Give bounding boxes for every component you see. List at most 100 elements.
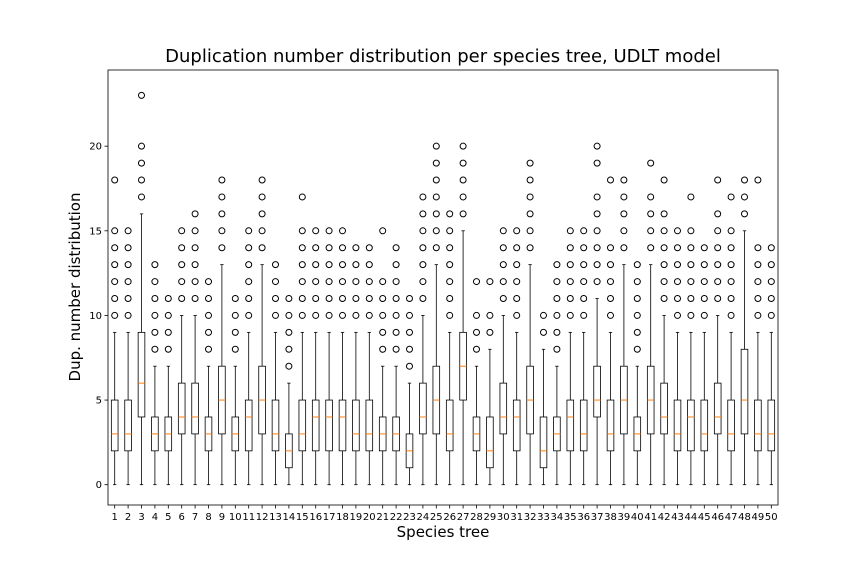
outlier-point <box>674 227 681 235</box>
outlier-point <box>714 244 722 252</box>
outlier-point <box>660 295 668 303</box>
outlier-point <box>607 278 614 286</box>
outlier-point <box>647 159 655 167</box>
box-series-29 <box>486 278 494 486</box>
iqr-box <box>767 399 776 452</box>
outlier-point <box>379 311 387 319</box>
outlier-point <box>325 244 333 252</box>
x-tick-label: 34 <box>551 512 564 523</box>
outlier-point <box>700 244 708 252</box>
outlier-point <box>392 261 400 269</box>
outlier-point <box>566 261 574 269</box>
box-series-15 <box>298 193 307 486</box>
outlier-point <box>392 345 400 353</box>
outlier-point <box>231 295 239 303</box>
outlier-point <box>379 295 387 303</box>
outlier-point <box>406 328 413 336</box>
outlier-point <box>406 362 413 370</box>
x-tick-label: 45 <box>698 512 711 523</box>
outlier-point <box>647 193 655 201</box>
iqr-box <box>512 399 521 452</box>
outlier-point <box>298 278 306 286</box>
outlier-point <box>365 311 373 319</box>
outlier-point <box>298 193 306 201</box>
outlier-point <box>164 345 172 353</box>
box-series-49 <box>754 176 762 486</box>
outlier-point <box>553 345 561 353</box>
outlier-point <box>620 210 628 218</box>
outlier-point <box>459 210 467 218</box>
outlier-point <box>258 210 266 218</box>
outlier-point <box>687 311 695 319</box>
outlier-point <box>566 278 574 286</box>
outlier-point <box>312 278 320 286</box>
box-series-16 <box>311 227 320 486</box>
outlier-point <box>365 261 373 269</box>
outlier-point <box>245 278 253 286</box>
outlier-point <box>111 261 119 269</box>
box-series-19 <box>352 244 360 486</box>
box-series-45 <box>700 244 709 486</box>
x-tick-label: 35 <box>564 512 577 523</box>
outlier-point <box>754 261 762 269</box>
iqr-box <box>499 382 508 435</box>
outlier-point <box>312 227 320 235</box>
box-series-41 <box>646 159 655 486</box>
outlier-point <box>365 295 373 303</box>
box-series-21 <box>378 227 387 486</box>
box-series-42 <box>660 176 668 486</box>
outlier-point <box>499 278 507 286</box>
x-tick-label: 19 <box>350 512 363 523</box>
x-tick-label: 42 <box>658 512 671 523</box>
box-series-46 <box>713 176 722 486</box>
iqr-box <box>338 399 347 452</box>
iqr-box <box>754 399 762 452</box>
outlier-point <box>124 244 132 252</box>
x-tick-label: 13 <box>269 512 282 523</box>
outlier-point <box>459 142 467 150</box>
box-series-27 <box>459 142 467 486</box>
outlier-point <box>674 261 681 269</box>
y-axis-label: Dup. number distribution <box>66 193 84 382</box>
iqr-box <box>110 399 119 452</box>
box-series-30 <box>499 227 508 486</box>
box-series-43 <box>673 227 682 486</box>
x-tick-label: 14 <box>283 512 296 523</box>
outlier-point <box>741 193 748 201</box>
iqr-box <box>713 382 722 435</box>
iqr-box <box>177 382 186 435</box>
outlier-point <box>446 311 454 319</box>
box-series-23 <box>405 295 414 486</box>
outlier-point <box>432 227 440 235</box>
outlier-point <box>486 278 494 286</box>
outlier-point <box>446 295 454 303</box>
outlier-point <box>486 311 494 319</box>
box-series-8 <box>204 278 213 486</box>
outlier-point <box>526 176 534 184</box>
x-tick-label: 40 <box>631 512 644 523</box>
outlier-point <box>231 345 239 353</box>
outlier-point <box>419 278 427 286</box>
box-series-17 <box>325 227 333 486</box>
iqr-box <box>486 416 494 469</box>
x-tick-label: 37 <box>591 512 604 523</box>
plot-area <box>110 91 776 486</box>
outlier-point <box>607 295 614 303</box>
outlier-point <box>325 311 333 319</box>
outlier-point <box>714 176 722 184</box>
outlier-point <box>298 244 306 252</box>
iqr-box <box>271 399 280 452</box>
x-tick-label: 4 <box>152 512 158 523</box>
outlier-point <box>526 193 534 201</box>
outlier-point <box>352 311 360 319</box>
outlier-point <box>593 193 601 201</box>
outlier-point <box>714 278 722 286</box>
x-tick-label: 36 <box>577 512 590 523</box>
outlier-point <box>513 295 521 303</box>
x-axis-label: Species tree <box>397 523 490 541</box>
box-series-32 <box>526 159 534 486</box>
outlier-point <box>124 261 132 269</box>
outlier-point <box>727 295 735 303</box>
outlier-point <box>446 210 454 218</box>
outlier-point <box>741 176 748 184</box>
